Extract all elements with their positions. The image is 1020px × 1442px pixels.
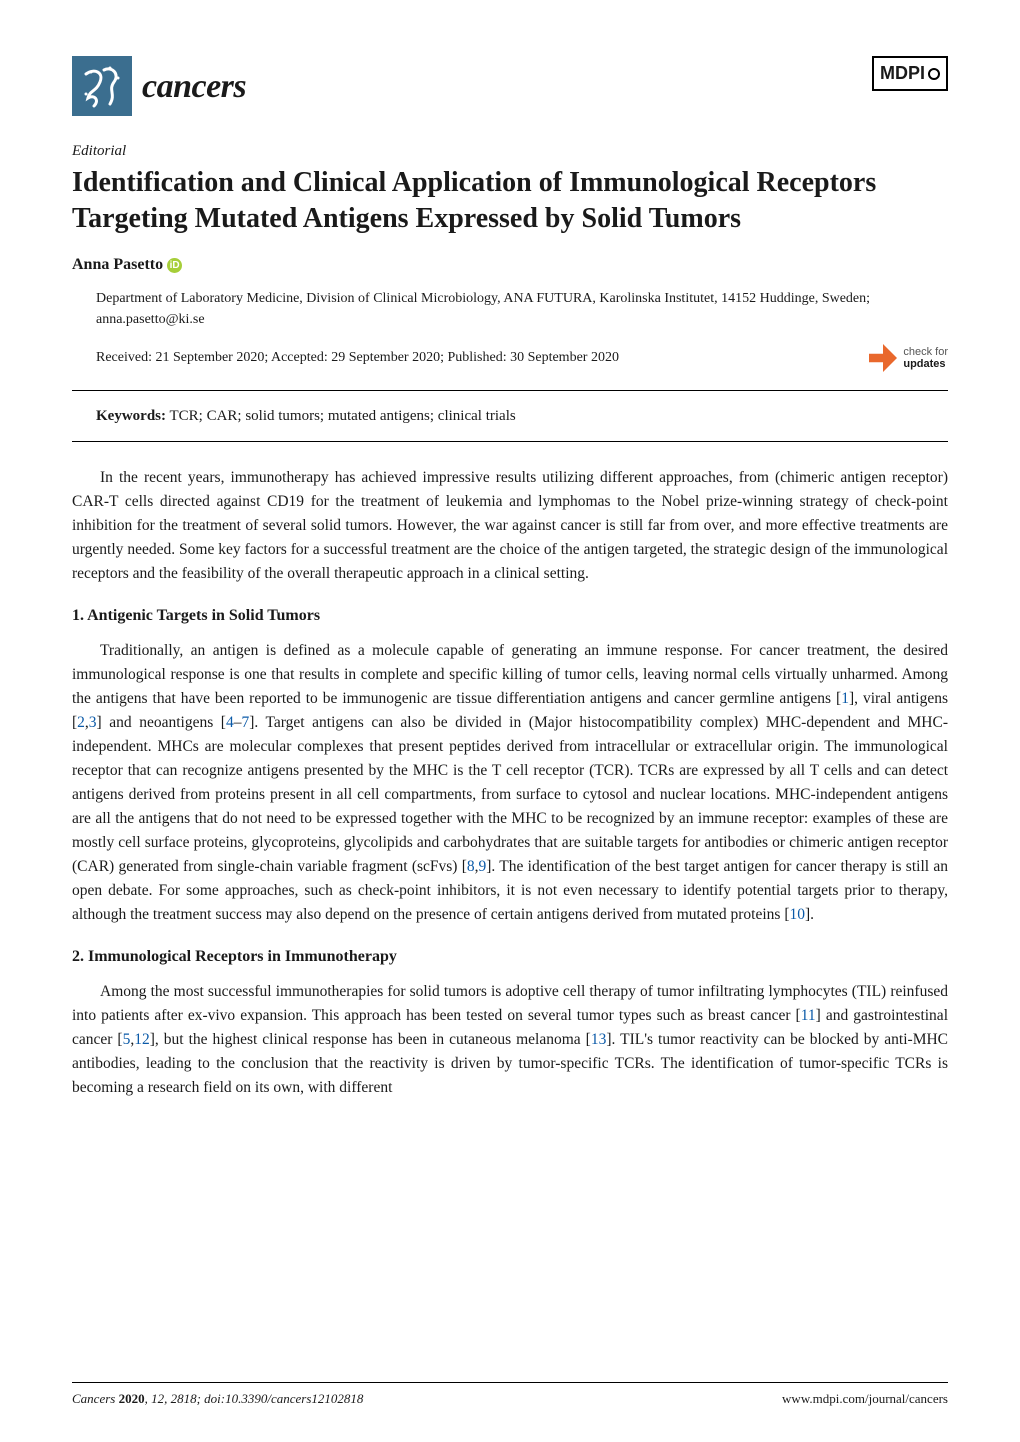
- ref-3[interactable]: 3: [89, 714, 97, 731]
- updates-arrow-icon: [869, 344, 897, 372]
- header-row: cancers MDPI: [72, 56, 948, 116]
- keywords-text: TCR; CAR; solid tumors; mutated antigens…: [166, 408, 516, 424]
- journal-logo-block: cancers: [72, 56, 246, 116]
- footer-year: 2020: [119, 1391, 145, 1406]
- ribbon-icon: [80, 64, 124, 108]
- journal-name: cancers: [142, 61, 246, 112]
- keywords-block: Keywords: TCR; CAR; solid tumors; mutate…: [96, 405, 948, 428]
- journal-logo-icon: [72, 56, 132, 116]
- footer-right[interactable]: www.mdpi.com/journal/cancers: [782, 1389, 948, 1409]
- keywords-label: Keywords:: [96, 408, 166, 424]
- ref-11[interactable]: 11: [801, 1007, 816, 1024]
- mdpi-logo: MDPI: [872, 56, 948, 91]
- s1-text: ] and neoantigens [: [97, 714, 226, 731]
- rule-top: [72, 390, 948, 391]
- body-text: In the recent years, immunotherapy has a…: [72, 466, 948, 1100]
- ref-10[interactable]: 10: [790, 906, 806, 923]
- ref-12[interactable]: 12: [134, 1031, 150, 1048]
- updates-text: check for updates: [903, 346, 948, 370]
- section-1-paragraph: Traditionally, an antigen is defined as …: [72, 639, 948, 927]
- mdpi-label: MDPI: [880, 60, 925, 87]
- dates: Received: 21 September 2020; Accepted: 2…: [96, 347, 619, 368]
- intro-paragraph: In the recent years, immunotherapy has a…: [72, 466, 948, 586]
- author-line: Anna Pasetto iD: [72, 253, 948, 277]
- s1-text: ].: [805, 906, 814, 923]
- author-name: Anna Pasetto: [72, 253, 163, 277]
- check-for-updates-badge[interactable]: check for updates: [869, 344, 948, 372]
- footer-left: Cancers 2020, 12, 2818; doi:10.3390/canc…: [72, 1389, 363, 1409]
- ref-13[interactable]: 13: [591, 1031, 607, 1048]
- s1-text: ]. Target antigens can also be divided i…: [72, 714, 948, 875]
- dates-row: Received: 21 September 2020; Accepted: 2…: [96, 344, 948, 372]
- footer-journal: Cancers: [72, 1391, 119, 1406]
- rule-bottom: [72, 441, 948, 442]
- section-2-paragraph: Among the most successful immunotherapie…: [72, 980, 948, 1100]
- updates-line2: updates: [903, 358, 948, 370]
- article-title: Identification and Clinical Application …: [72, 165, 948, 238]
- affiliation: Department of Laboratory Medicine, Divis…: [96, 289, 948, 330]
- mdpi-dot-icon: [928, 68, 940, 80]
- orcid-icon[interactable]: iD: [167, 258, 182, 273]
- ref-4[interactable]: 4: [226, 714, 234, 731]
- s1-text: Traditionally, an antigen is defined as …: [72, 642, 948, 707]
- ref-1[interactable]: 1: [841, 690, 849, 707]
- s2-text: ], but the highest clinical response has…: [150, 1031, 591, 1048]
- section-1-heading: 1. Antigenic Targets in Solid Tumors: [72, 604, 948, 629]
- updates-line1: check for: [903, 346, 948, 358]
- footer-citation: , 12, 2818; doi:10.3390/cancers12102818: [145, 1391, 364, 1406]
- ref-2[interactable]: 2: [77, 714, 85, 731]
- ref-8[interactable]: 8: [467, 858, 475, 875]
- article-type: Editorial: [72, 140, 948, 163]
- section-2-heading: 2. Immunological Receptors in Immunother…: [72, 945, 948, 970]
- footer: Cancers 2020, 12, 2818; doi:10.3390/canc…: [72, 1382, 948, 1409]
